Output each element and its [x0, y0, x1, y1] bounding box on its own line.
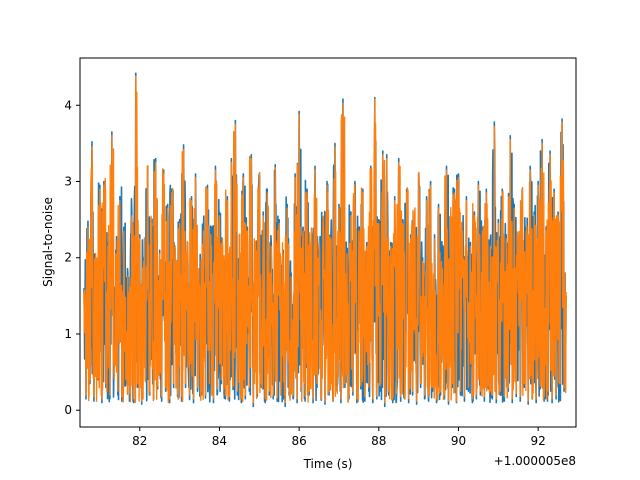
y-tick-label: 4 [64, 98, 72, 112]
x-tick-label: 82 [132, 434, 147, 448]
x-offset-label: +1.000005e8 [494, 454, 576, 468]
x-tick-label: 92 [531, 434, 546, 448]
y-tick-label: 2 [64, 251, 72, 265]
series-layer [83, 72, 567, 408]
x-tick-label: 90 [451, 434, 466, 448]
y-axis-label: Signal-to-noise [41, 197, 55, 287]
x-tick-label: 88 [371, 434, 386, 448]
y-axis: 0 1 2 3 4 [64, 98, 80, 417]
y-tick-label: 0 [64, 403, 72, 417]
x-axis: 82 84 86 88 90 92 [132, 427, 546, 448]
y-tick-label: 1 [64, 327, 72, 341]
series-line-2 [83, 75, 567, 404]
y-tick-label: 3 [64, 175, 72, 189]
x-axis-label: Time (s) [303, 457, 353, 471]
x-tick-label: 86 [291, 434, 306, 448]
plot-frame [79, 57, 577, 428]
x-tick-label: 84 [212, 434, 227, 448]
